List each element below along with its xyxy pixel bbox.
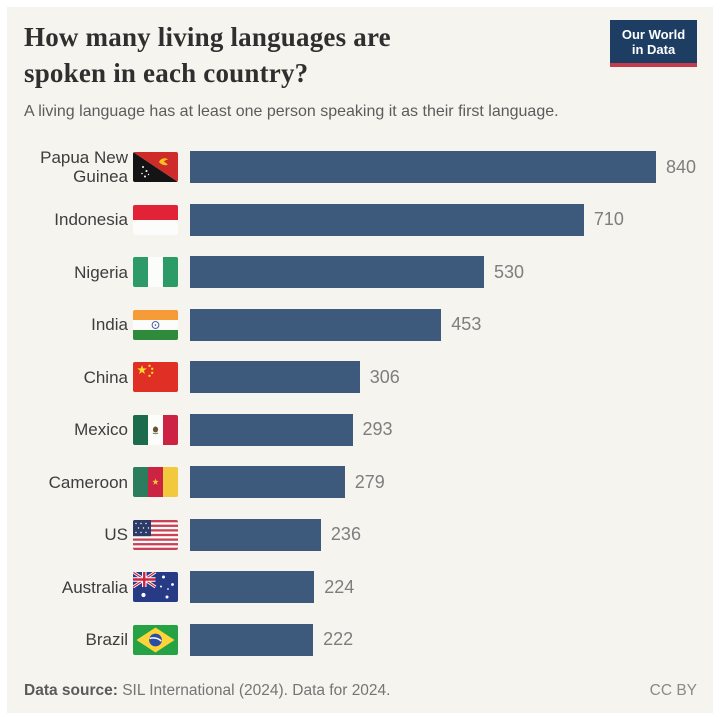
bar-row: China 306 bbox=[24, 351, 703, 404]
bar-track: 224 bbox=[190, 571, 703, 604]
flag-mexico-icon bbox=[133, 414, 178, 445]
bar-track: 453 bbox=[190, 308, 703, 341]
bar bbox=[190, 466, 345, 499]
bar bbox=[190, 413, 353, 446]
chart-subtitle: A living language has at least one perso… bbox=[24, 103, 559, 120]
country-label: Papua New Guinea bbox=[40, 148, 128, 187]
flag-us-icon bbox=[133, 519, 178, 550]
flag-india-icon bbox=[133, 309, 178, 340]
country-label: Cameroon bbox=[48, 472, 128, 492]
bar-value-label: 279 bbox=[354, 471, 385, 492]
flag-china-icon bbox=[133, 362, 178, 393]
country-label: US bbox=[104, 525, 128, 545]
bar-track: 293 bbox=[190, 413, 703, 446]
country-label: India bbox=[91, 315, 128, 335]
chart-panel: How many living languages are spoken in … bbox=[7, 7, 713, 713]
country-label: Nigeria bbox=[74, 262, 128, 282]
flag-mexico-icon bbox=[133, 414, 178, 445]
bar-row: Mexico 293 bbox=[24, 404, 703, 457]
data-source: Data source: SIL International (2024). D… bbox=[24, 682, 390, 700]
license-label: CC BY bbox=[649, 682, 697, 699]
bar-track: 306 bbox=[190, 361, 703, 394]
bar-track: 530 bbox=[190, 256, 703, 289]
bar-row: Nigeria 530 bbox=[24, 246, 703, 299]
bar-track: 279 bbox=[190, 466, 703, 499]
bar bbox=[190, 623, 314, 656]
bar-value-label: 306 bbox=[369, 366, 400, 387]
flag-us-icon bbox=[133, 519, 178, 550]
bar-value-label: 236 bbox=[330, 524, 361, 545]
bar bbox=[190, 518, 321, 551]
flag-australia-icon bbox=[133, 572, 178, 603]
bar-row: US 236 bbox=[24, 509, 703, 562]
flag-brazil-icon bbox=[133, 624, 178, 655]
bar-row: Papua New Guinea 840 bbox=[24, 141, 703, 194]
flag-china-icon bbox=[133, 362, 178, 393]
bar-value-label: 530 bbox=[494, 261, 525, 282]
flag-nigeria-icon bbox=[133, 257, 178, 288]
flag-india-icon bbox=[133, 309, 178, 340]
bar-row: India 453 bbox=[24, 299, 703, 352]
country-label: China bbox=[83, 367, 128, 387]
flag-australia-icon bbox=[133, 572, 178, 603]
country-label: Indonesia bbox=[54, 210, 128, 230]
bar-track: 236 bbox=[190, 518, 703, 551]
country-label: Australia bbox=[61, 577, 128, 597]
bar-value-label: 710 bbox=[593, 209, 624, 230]
bar bbox=[190, 571, 315, 604]
bar-row: Cameroon 279 bbox=[24, 456, 703, 509]
flag-nigeria-icon bbox=[133, 257, 178, 288]
bar bbox=[190, 308, 442, 341]
flag-brazil-icon bbox=[133, 624, 178, 655]
page-title: How many living languages are spoken in … bbox=[24, 22, 391, 88]
country-label: Mexico bbox=[74, 420, 128, 440]
bar-value-label: 224 bbox=[324, 576, 355, 597]
bar-row: Australia 224 bbox=[24, 561, 703, 614]
bar-value-label: 222 bbox=[323, 629, 354, 650]
data-source-label: Data source: bbox=[24, 682, 118, 699]
flag-indonesia-icon bbox=[133, 204, 178, 235]
owid-logo-line1: Our World bbox=[621, 26, 686, 42]
owid-logo-line2: in Data bbox=[631, 41, 676, 57]
bar bbox=[190, 151, 656, 184]
bar-track: 710 bbox=[190, 203, 703, 236]
country-label: Brazil bbox=[85, 630, 128, 650]
bar-value-label: 453 bbox=[451, 314, 482, 335]
bar bbox=[190, 203, 584, 236]
flag-papua-new-guinea-icon bbox=[133, 152, 178, 183]
bar bbox=[190, 361, 360, 394]
bar-track: 222 bbox=[190, 623, 703, 656]
bar-chart: Papua New Guinea 840 Indonesia 710 Niger… bbox=[24, 141, 703, 666]
flag-cameroon-icon bbox=[133, 467, 178, 498]
bar-track: 840 bbox=[190, 151, 703, 184]
bar-row: Indonesia 710 bbox=[24, 194, 703, 247]
bar-value-label: 840 bbox=[666, 156, 697, 177]
bar-value-label: 293 bbox=[362, 419, 393, 440]
flag-papua-new-guinea-icon bbox=[133, 152, 178, 183]
flag-indonesia-icon bbox=[133, 204, 178, 235]
bar bbox=[190, 256, 485, 289]
owid-logo: Our World in Data bbox=[610, 20, 697, 67]
flag-cameroon-icon bbox=[133, 467, 178, 498]
bar-row: Brazil 222 bbox=[24, 614, 703, 667]
data-source-text: SIL International (2024). Data for 2024. bbox=[122, 682, 391, 699]
chart-footer: Data source: SIL International (2024). D… bbox=[24, 682, 697, 700]
